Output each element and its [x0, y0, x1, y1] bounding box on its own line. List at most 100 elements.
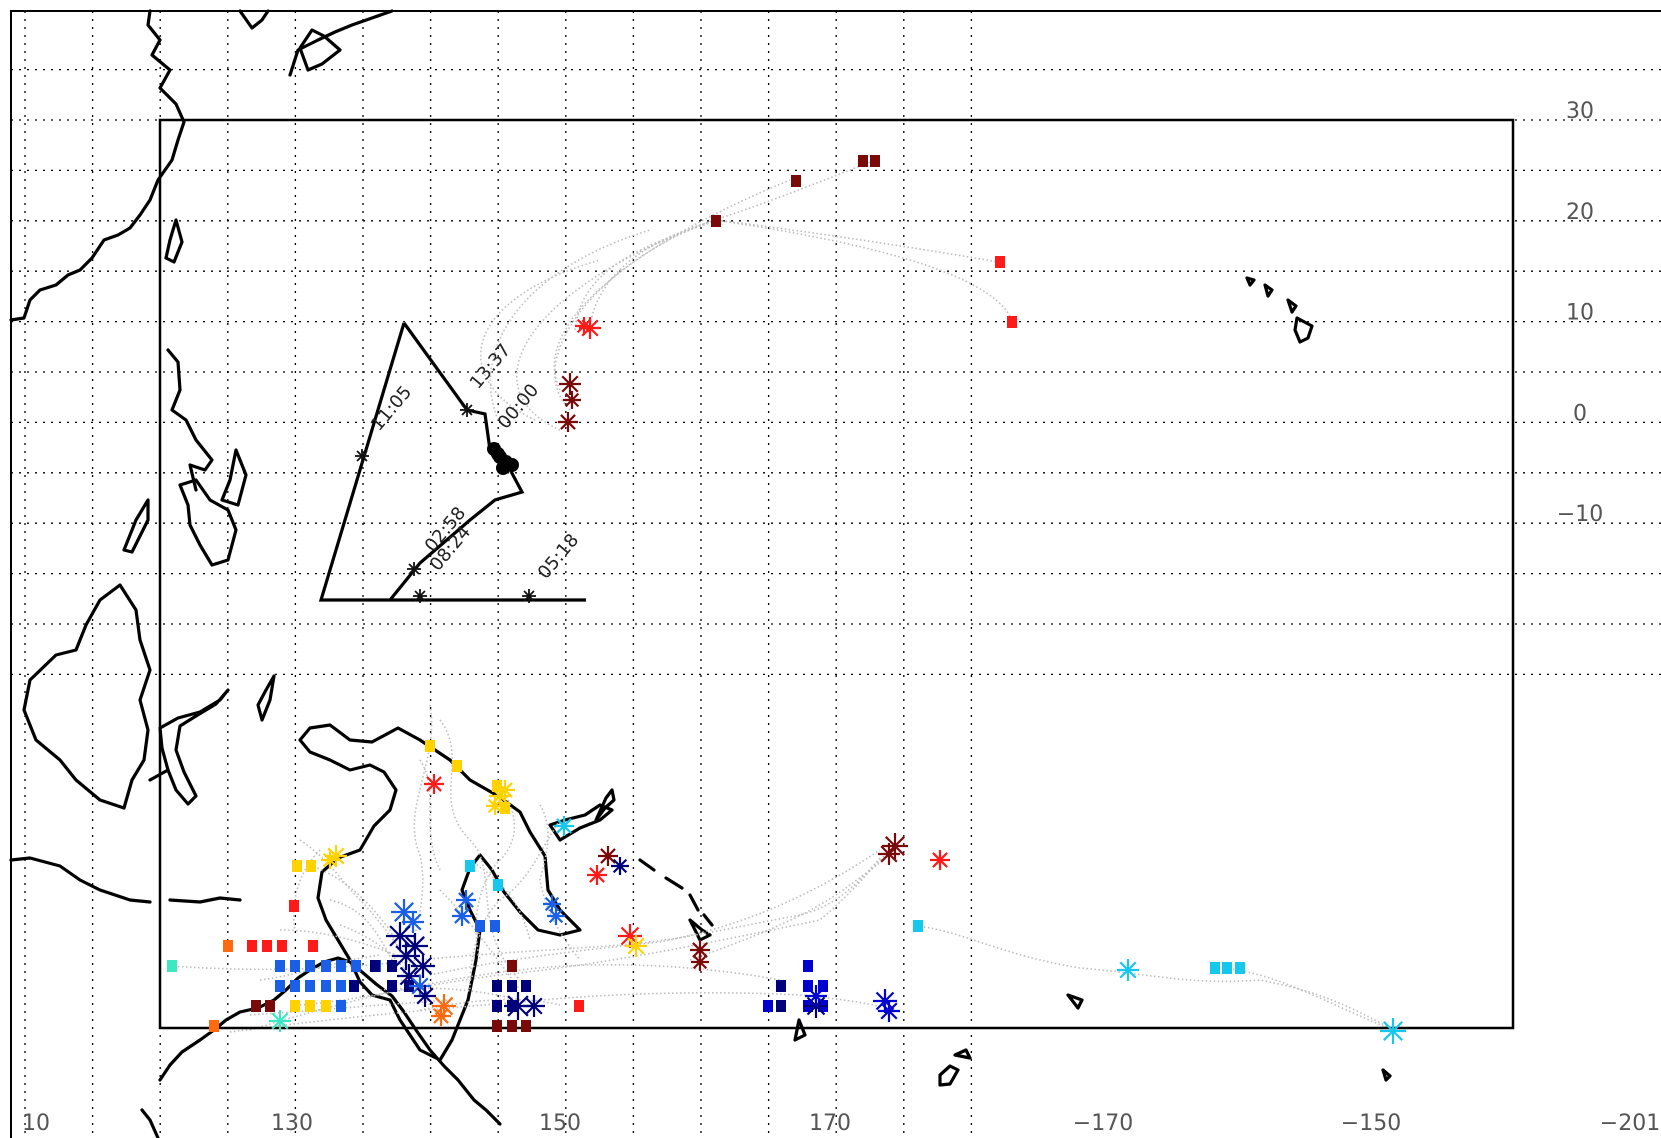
asterisk-stroke: [620, 926, 640, 946]
source-square-marker: [521, 980, 531, 992]
coastline: [953, 1048, 972, 1060]
coastline: [298, 28, 342, 72]
track-waypoint-marker: [460, 403, 474, 417]
source-square-marker: [387, 980, 397, 992]
asterisk-stroke: [880, 845, 898, 863]
source-square-marker: [507, 980, 517, 992]
asterisk-marker: [558, 412, 578, 432]
source-square-marker: [290, 1000, 300, 1012]
asterisk-stroke: [461, 404, 473, 416]
source-square-marker: [336, 1000, 346, 1012]
trajectory-line: [539, 804, 581, 961]
coastline: [256, 674, 276, 722]
source-square-marker: [351, 960, 361, 972]
asterisk-marker: [402, 911, 424, 933]
asterisk-stroke: [454, 908, 470, 924]
trajectory-line: [439, 719, 521, 981]
asterisk-stroke: [1383, 1021, 1403, 1041]
flight-time-label: 11:05: [367, 382, 416, 435]
asterisk-marker: [625, 935, 647, 957]
flight-track-line: [388, 322, 525, 602]
coastline: [140, 1108, 160, 1138]
asterisk-stroke: [589, 867, 605, 883]
asterisk-stroke: [692, 942, 708, 958]
trajectory-line: [489, 229, 651, 421]
flight-time-label: 05:18: [534, 530, 583, 583]
coastline: [664, 876, 684, 890]
source-square-marker: [305, 980, 315, 992]
source-square-marker: [818, 980, 828, 992]
source-square-marker: [1210, 962, 1220, 974]
source-square-marker: [321, 980, 331, 992]
flight-track: [318, 322, 586, 603]
coastline: [1286, 298, 1298, 314]
trajectory-line: [249, 999, 451, 1016]
asterisk-marker: [486, 797, 504, 815]
trajectory-lines: [169, 161, 1396, 1033]
trajectory-line: [915, 925, 1396, 1032]
source-square-marker: [870, 155, 880, 167]
asterisk-marker: [543, 895, 561, 913]
source-square-marker: [465, 860, 475, 872]
asterisk-stroke: [389, 925, 411, 947]
source-square-marker: [349, 980, 359, 992]
asterisk-stroke: [880, 1002, 898, 1020]
coastline: [688, 918, 712, 942]
source-square-marker: [492, 780, 502, 792]
source-square-marker: [507, 1020, 517, 1032]
source-square-marker: [711, 215, 721, 227]
source-square-marker: [776, 1000, 786, 1012]
asterisk-stroke: [458, 892, 474, 908]
asterisk-stroke: [322, 852, 338, 868]
source-square-marker: [500, 802, 510, 814]
source-square-marker: [262, 940, 272, 952]
asterisk-marker: [878, 1000, 900, 1022]
aircraft-position-dot: [491, 447, 505, 461]
coastline: [1381, 1068, 1392, 1082]
source-square-marker: [791, 175, 801, 187]
trajectory-line: [574, 219, 721, 331]
source-square-marker: [913, 920, 923, 932]
source-square-marker: [492, 1000, 502, 1012]
asterisk-stroke: [600, 848, 616, 864]
trajectory-line: [299, 849, 891, 1006]
coastline: [178, 478, 238, 567]
source-square-marker: [290, 960, 300, 972]
asterisk-marker: [456, 890, 476, 910]
trajectory-line: [469, 819, 561, 991]
asterisk-stroke: [525, 997, 543, 1015]
source-square-marker: [275, 980, 285, 992]
asterisk-stroke: [408, 563, 420, 575]
domain-box: [158, 118, 1515, 1030]
source-square-marker: [452, 760, 462, 772]
source-square-marker: [492, 980, 502, 992]
trajectory-line: [279, 929, 411, 961]
asterisk-stroke: [395, 945, 417, 967]
asterisk-stroke: [413, 956, 433, 976]
coastline: [793, 1018, 807, 1042]
track-waypoint-marker: [413, 589, 427, 603]
track-waypoint-marker: [522, 589, 536, 603]
asterisk-stroke: [544, 896, 560, 912]
source-square-marker: [521, 1020, 531, 1032]
source-square-marker: [321, 960, 331, 972]
asterisk-marker: [325, 845, 347, 867]
asterisk-marker: [873, 989, 897, 1013]
source-square-marker: [574, 1000, 584, 1012]
coastline: [548, 803, 614, 842]
lon-tick-label: −170: [1073, 1111, 1133, 1136]
source-square-marker: [475, 920, 485, 932]
trajectory-line: [299, 839, 421, 976]
trajectory-line: [229, 991, 891, 1033]
asterisk-stroke: [433, 1008, 449, 1024]
lat-tick-label: 0: [1573, 401, 1587, 426]
asterisk-stroke: [560, 414, 576, 430]
asterisk-stroke: [932, 852, 948, 868]
asterisk-stroke: [487, 798, 503, 814]
asterisk-stroke: [523, 590, 535, 602]
source-square-marker: [167, 960, 177, 972]
source-square-marker: [763, 1000, 773, 1012]
source-square-marker: [336, 980, 346, 992]
